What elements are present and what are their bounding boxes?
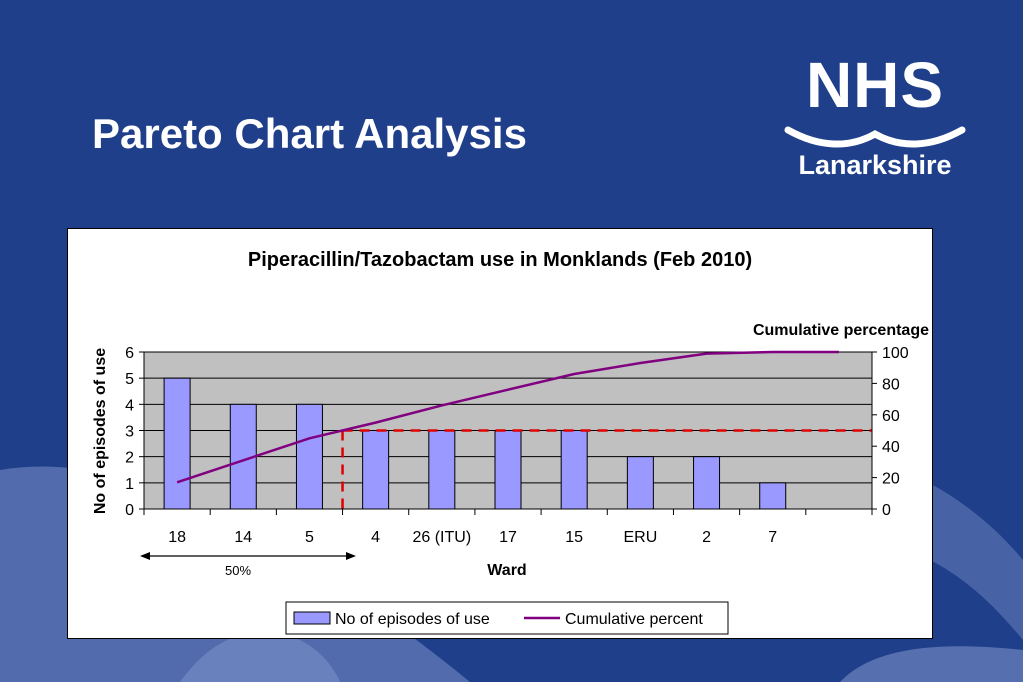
logo-wave-icon — [784, 126, 966, 148]
slide-title: Pareto Chart Analysis — [92, 110, 527, 157]
bar — [693, 456, 721, 510]
y-tick-label: 1 — [125, 476, 134, 493]
x-tick-label: 18 — [168, 529, 186, 546]
x-tick-label: ERU — [623, 529, 657, 546]
y2-axis-ticks: 0 20 40 60 80 100 — [872, 345, 909, 519]
bar — [163, 377, 191, 510]
x-axis-ticks: 18 14 5 4 26 (ITU) 17 15 ERU 2 7 — [143, 509, 873, 546]
y2-tick-label: 100 — [882, 345, 909, 362]
y2-tick-label: 40 — [882, 439, 900, 456]
x-tick-label: 4 — [371, 529, 380, 546]
cumulative-line — [176, 350, 839, 484]
legend-bar-swatch — [293, 611, 331, 625]
bar — [362, 430, 390, 510]
x-tick-label: 17 — [499, 529, 517, 546]
x-axis-label: Ward — [487, 562, 526, 579]
legend-bar-label: No of episodes of use — [335, 611, 490, 628]
x-tick-label: 5 — [305, 529, 314, 546]
annotation-arrowhead-left — [140, 552, 150, 560]
chart-panel: Piperacillin/Tazobactam use in Monklands… — [67, 228, 933, 639]
legend-box — [285, 601, 729, 635]
nhs-lanarkshire-logo: NHS Lanarkshire — [780, 50, 970, 190]
bar — [759, 482, 787, 510]
bar — [494, 430, 522, 510]
y2-tick-label: 0 — [882, 502, 891, 519]
y-tick-label: 2 — [125, 450, 134, 467]
x-tick-label: 14 — [234, 529, 252, 546]
annotation-arrowhead-right — [346, 552, 356, 560]
fifty-percent-annotation: 50% — [140, 552, 356, 578]
y-tick-label: 5 — [125, 371, 134, 388]
x-tick-label: 15 — [565, 529, 583, 546]
y-tick-label: 0 — [125, 502, 134, 519]
y2-tick-label: 20 — [882, 471, 900, 488]
x-tick-label: 26 (ITU) — [412, 529, 471, 546]
y-tick-label: 6 — [125, 345, 134, 362]
y2-tick-label: 80 — [882, 376, 900, 393]
y-axis-ticks: 0 1 2 3 4 5 6 — [125, 345, 144, 519]
legend: No of episodes of use Cumulative percent — [285, 601, 729, 635]
legend-line-label: Cumulative percent — [565, 611, 703, 628]
y-tick-label: 4 — [125, 397, 134, 414]
bar — [295, 403, 323, 510]
y2-tick-label: 60 — [882, 408, 900, 425]
y-tick-label: 3 — [125, 424, 134, 441]
bar — [626, 456, 654, 510]
logo-nhs-text: NHS — [805, 49, 945, 121]
pareto-chart: Piperacillin/Tazobactam use in Monklands… — [92, 249, 929, 635]
bar — [428, 430, 456, 510]
y-axis-label: No of episodes of use — [92, 348, 109, 514]
x-tick-label: 2 — [702, 529, 711, 546]
x-tick-label: 7 — [768, 529, 777, 546]
logo-region-text: Lanarkshire — [798, 150, 952, 180]
threshold-lines — [341, 429, 872, 509]
chart-title: Piperacillin/Tazobactam use in Monklands… — [248, 249, 752, 271]
annotation-label: 50% — [225, 563, 251, 578]
bar — [560, 430, 588, 510]
y2-axis-label: Cumulative percentage — [753, 322, 929, 339]
